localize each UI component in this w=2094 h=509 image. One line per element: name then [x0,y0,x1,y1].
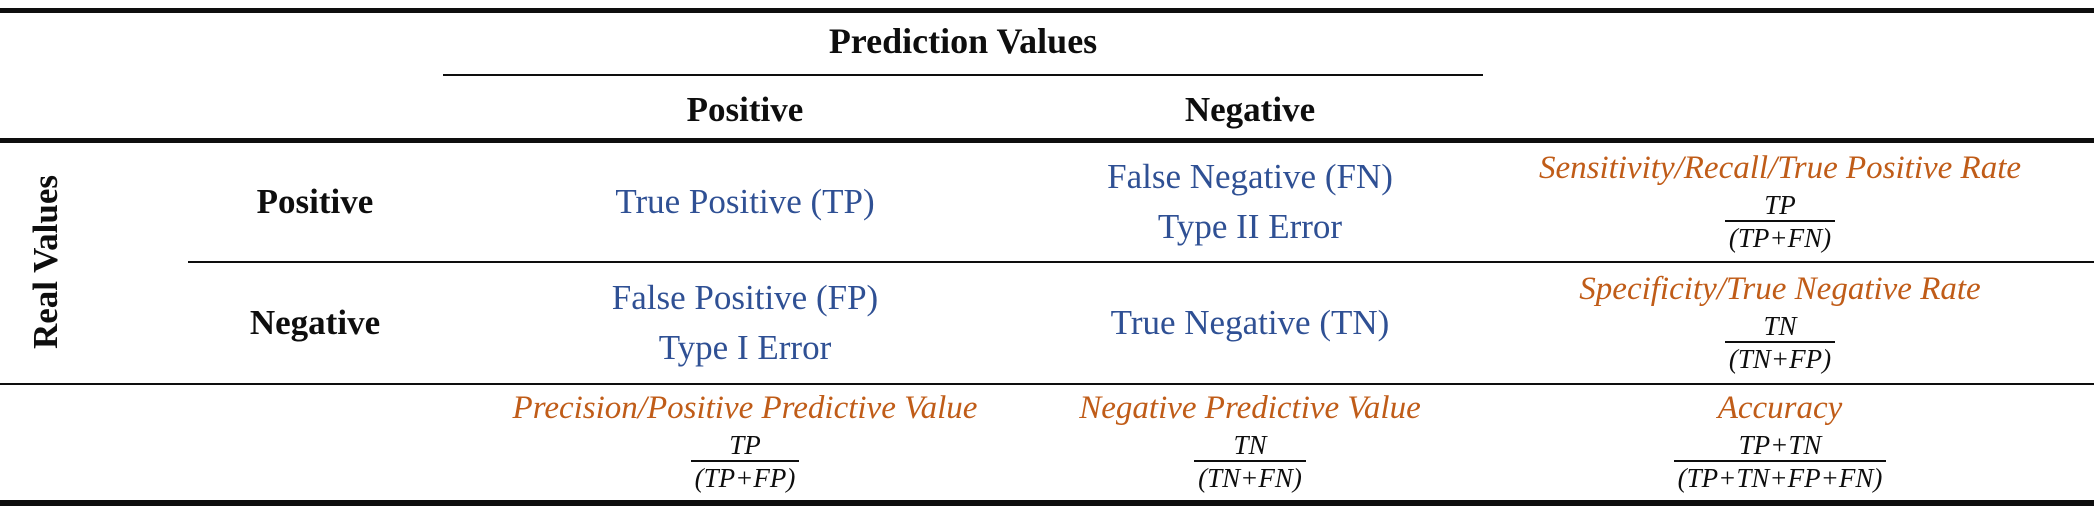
sensitivity-formula: TP (TP+FN) [1724,190,1836,253]
table-top-rule [0,8,2094,13]
col-header-positive: Positive [686,90,804,129]
npv-formula: TN (TN+FN) [1194,430,1306,493]
cell-true-positive: True Positive (TP) [615,182,875,222]
cell-negative-predictive-value: Negative Predictive Value TN (TN+FN) [1035,385,1465,498]
npv-title: Negative Predictive Value [1079,389,1421,426]
cell-specificity: Specificity/True Negative Rate TN (TN+FP… [1480,263,2080,383]
real-values-header: Real Values [8,140,84,383]
precision-title: Precision/Positive Predictive Value [512,389,978,426]
row-label-negative: Negative [249,303,381,342]
col-header-negative: Negative [1184,90,1316,129]
row-label-positive: Positive [256,182,374,221]
precision-formula: TP (TP+FP) [690,430,800,493]
prediction-header-rule [443,74,1483,76]
footer-separator-rule [0,383,2094,385]
row-separator-rule [188,261,2094,263]
accuracy-title: Accuracy [1717,389,1843,426]
cell-false-positive: False Positive (FP) Type I Error [611,278,879,367]
cell-true-negative: True Negative (TN) [1110,303,1390,343]
prediction-values-header: Prediction Values [443,12,1483,70]
accuracy-formula: TP+TN (TP+TN+FP+FN) [1673,430,1887,493]
cell-sensitivity: Sensitivity/Recall/True Positive Rate TP… [1480,143,2080,261]
cell-false-negative: False Negative (FN) Type II Error [1107,157,1393,246]
specificity-title: Specificity/True Negative Rate [1579,271,1981,308]
header-bottom-rule [0,138,2094,143]
table-bottom-rule [0,500,2094,506]
real-values-label: Real Values [26,174,65,349]
sensitivity-title: Sensitivity/Recall/True Positive Rate [1538,150,2022,187]
prediction-values-label: Prediction Values [828,21,1098,61]
cell-precision: Precision/Positive Predictive Value TP (… [445,385,1045,498]
cell-accuracy: Accuracy TP+TN (TP+TN+FP+FN) [1480,385,2080,498]
specificity-formula: TN (TN+FP) [1724,311,1836,374]
